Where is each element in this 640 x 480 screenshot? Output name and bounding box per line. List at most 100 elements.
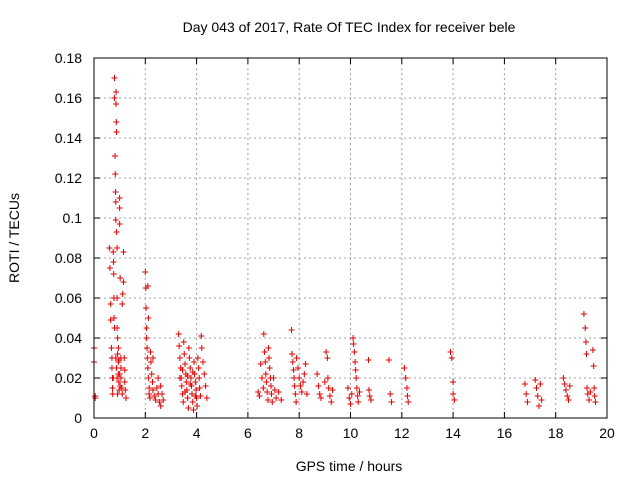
data-point — [146, 385, 153, 391]
x-tick-label: 16 — [497, 425, 513, 441]
data-point — [388, 399, 395, 405]
data-point — [296, 375, 303, 381]
data-point — [292, 391, 299, 397]
data-point — [196, 375, 203, 381]
data-point — [560, 375, 567, 381]
data-point — [448, 355, 455, 361]
data-point — [143, 305, 150, 311]
data-point — [385, 357, 392, 363]
data-point — [180, 339, 187, 345]
data-point — [115, 345, 122, 351]
data-point — [123, 395, 130, 401]
data-point — [291, 375, 298, 381]
data-point — [110, 259, 117, 265]
data-point — [587, 389, 594, 395]
data-point — [201, 371, 208, 377]
data-point — [114, 391, 121, 397]
data-point — [112, 153, 119, 159]
data-point — [189, 399, 196, 405]
data-point — [181, 351, 188, 357]
data-point — [271, 387, 278, 393]
data-point — [350, 335, 357, 341]
data-point — [116, 195, 123, 201]
data-point — [405, 399, 412, 405]
data-point — [142, 269, 149, 275]
data-point — [256, 393, 263, 399]
data-point — [524, 399, 531, 405]
data-point — [321, 379, 328, 385]
data-point — [176, 343, 183, 349]
data-point — [348, 391, 355, 397]
x-tick-label: 6 — [244, 425, 252, 441]
data-point — [589, 347, 596, 353]
data-point — [111, 315, 118, 321]
data-point — [151, 393, 158, 399]
data-point — [144, 283, 151, 289]
data-point — [265, 345, 272, 351]
data-point — [300, 379, 307, 385]
data-point — [157, 403, 164, 409]
data-point — [194, 355, 201, 361]
data-point — [143, 325, 150, 331]
data-point — [184, 373, 191, 379]
data-point — [450, 391, 457, 397]
data-point — [591, 393, 598, 399]
data-point — [536, 403, 543, 409]
data-point — [293, 355, 300, 361]
data-point — [523, 391, 530, 397]
y-axis-label: ROTI / TECUs — [6, 193, 22, 283]
data-point — [196, 385, 203, 391]
data-point — [355, 399, 362, 405]
data-point — [318, 395, 325, 401]
data-point — [176, 355, 183, 361]
data-point — [117, 383, 124, 389]
data-point — [113, 365, 120, 371]
data-point — [269, 399, 276, 405]
x-axis-label: GPS time / hours — [296, 458, 403, 474]
data-point — [184, 395, 191, 401]
data-point — [114, 351, 121, 357]
data-point — [107, 301, 114, 307]
data-point — [533, 385, 540, 391]
data-point — [114, 325, 121, 331]
x-tick-label: 0 — [90, 425, 98, 441]
data-point — [329, 387, 336, 393]
data-point — [112, 189, 119, 195]
axis-ticks: 0 2 4 6 8 10 12 14 16 18 20 0 0.02 0.04 0.06 0.08 0.1 0.1… — [55, 50, 615, 441]
data-point — [183, 379, 190, 385]
data-point — [582, 339, 589, 345]
y-tick-label: 0.08 — [55, 250, 82, 266]
plot-frame — [93, 57, 608, 419]
y-tick-label: 0.1 — [63, 210, 83, 226]
x-tick-label: 2 — [141, 425, 149, 441]
data-point — [193, 387, 200, 393]
data-point — [278, 397, 285, 403]
data-point — [157, 383, 164, 389]
data-point — [106, 245, 113, 251]
data-point — [365, 387, 372, 393]
data-point — [273, 395, 280, 401]
y-tick-label: 0 — [74, 410, 82, 426]
data-point — [144, 355, 151, 361]
data-point — [153, 385, 160, 391]
data-point — [185, 405, 192, 411]
data-point — [264, 389, 271, 395]
data-point — [368, 397, 375, 403]
data-point — [111, 95, 118, 101]
data-point — [263, 379, 270, 385]
data-point — [187, 381, 194, 387]
data-point — [267, 383, 274, 389]
data-point — [203, 395, 210, 401]
data-point — [325, 385, 332, 391]
data-point — [582, 325, 589, 331]
data-point — [115, 379, 122, 385]
data-point — [404, 393, 411, 399]
data-point — [401, 365, 408, 371]
data-point — [186, 355, 193, 361]
data-point — [187, 365, 194, 371]
data-point — [316, 391, 323, 397]
data-point — [114, 245, 121, 251]
data-point — [583, 351, 590, 357]
data-point — [109, 385, 116, 391]
data-point — [534, 393, 541, 399]
